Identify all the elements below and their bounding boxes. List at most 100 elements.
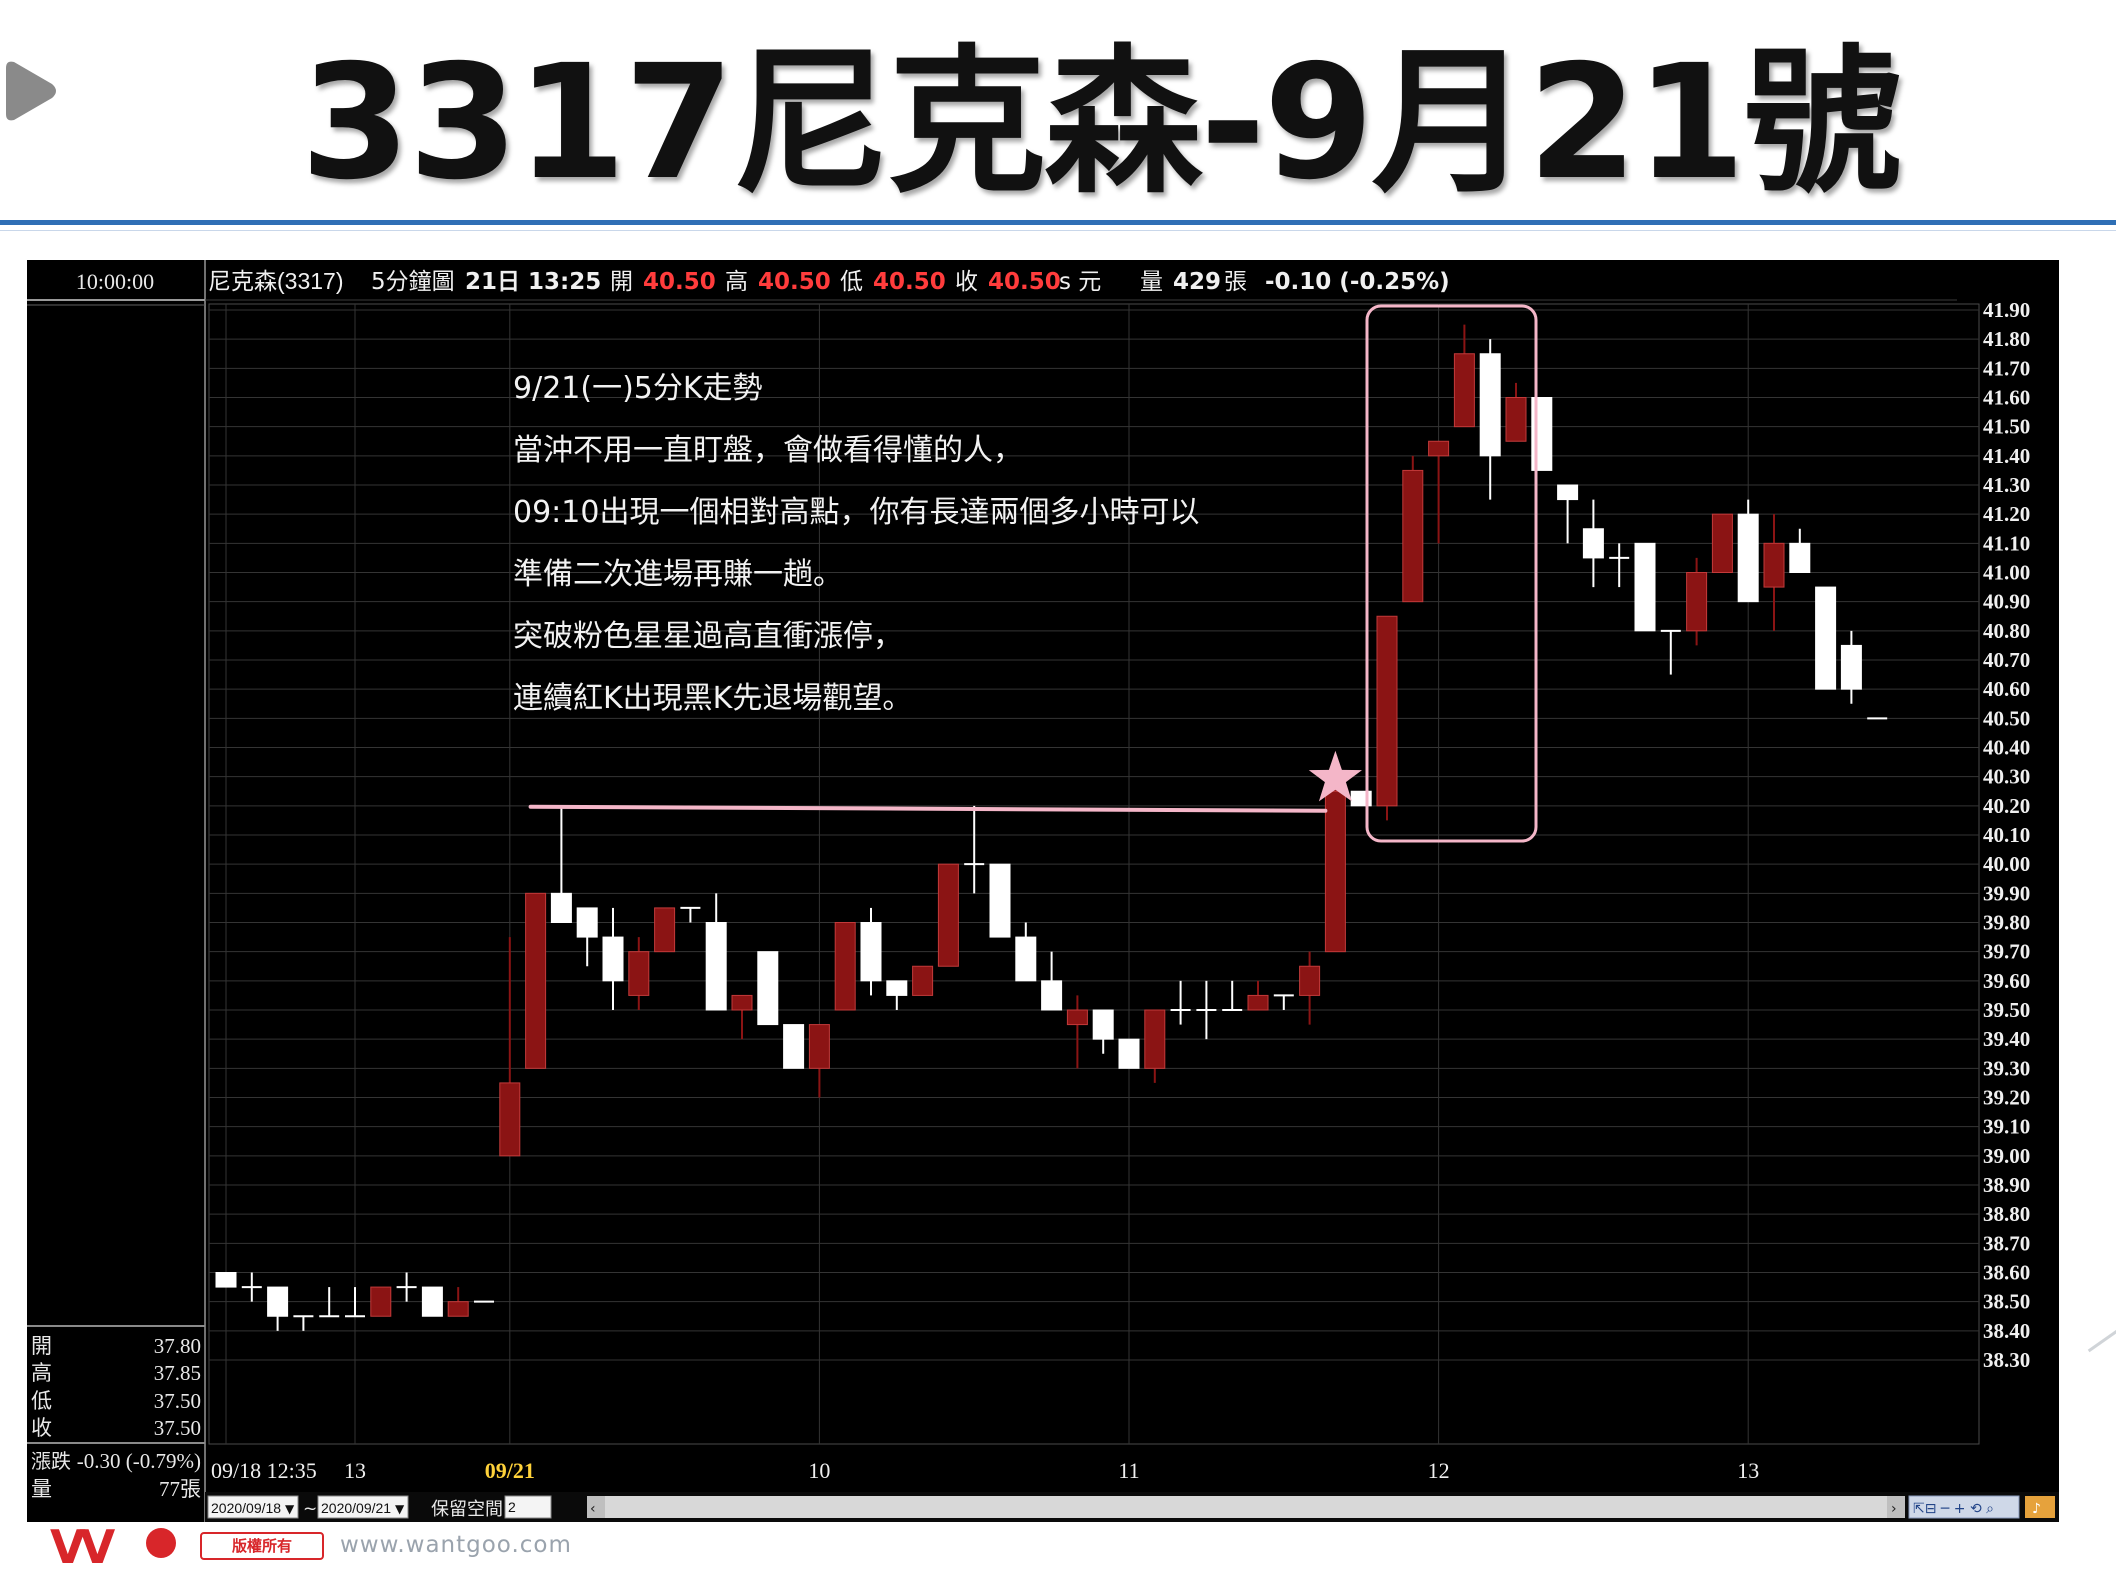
candle: [345, 1287, 365, 1318]
clock-readout: 10:00:00: [76, 269, 154, 294]
y-tick-label: 38.50: [1983, 1290, 2030, 1314]
candle: [602, 907, 624, 1010]
horizontal-scrollbar[interactable]: [587, 1496, 1905, 1518]
info-volume-label: 量: [1140, 269, 1163, 295]
candle: [757, 951, 779, 1026]
x-tick-label: 10: [808, 1458, 830, 1483]
candle: [1789, 528, 1811, 574]
candle: [886, 980, 908, 1010]
scroll-right-button[interactable]: [1887, 1496, 1905, 1518]
candle: [1118, 1038, 1140, 1069]
candle-body: [808, 1024, 830, 1069]
y-tick-label: 38.30: [1983, 1348, 2030, 1372]
candle: [1015, 922, 1037, 982]
candle: [860, 907, 882, 996]
y-tick-label: 39.50: [1983, 998, 2030, 1022]
y-tick-label: 40.80: [1983, 619, 2030, 643]
candle: [964, 805, 985, 894]
candle-body: [1840, 644, 1862, 690]
plot-area-frame: [208, 303, 1980, 1445]
date-from-select[interactable]: [207, 1495, 299, 1519]
candle: [447, 1287, 469, 1317]
y-tick-label: 39.60: [1983, 969, 2030, 993]
candle: [1840, 630, 1862, 704]
candle-body: [1479, 353, 1501, 457]
x-tick-label: 09/18 12:35: [211, 1458, 317, 1483]
candle: [1299, 951, 1321, 1025]
side-high-label: 高: [31, 1361, 52, 1385]
y-tick-label: 41.70: [1983, 356, 2030, 380]
candle: [1066, 995, 1088, 1069]
candle: [705, 893, 727, 1011]
candle: [1609, 543, 1630, 588]
date-to-select[interactable]: [317, 1495, 409, 1519]
candle-body: [1041, 980, 1063, 1011]
candle: [808, 1024, 830, 1098]
y-tick-label: 40.50: [1983, 706, 2030, 730]
side-close-value: 37.50: [154, 1416, 201, 1440]
candle-body: [550, 892, 572, 923]
candle-body: [267, 1286, 289, 1317]
candle-body: [886, 980, 908, 996]
reserve-space-label: 保留空間: [431, 1499, 503, 1520]
info-stock-name: 尼克森(3317): [208, 268, 343, 294]
annotation-line-3: 09:10出現一個相對高點，你有長達兩個多小時可以: [513, 495, 1199, 530]
side-change-label: 漲跌: [31, 1449, 71, 1473]
candle-body: [912, 965, 934, 996]
x-tick-label: 12: [1428, 1458, 1450, 1483]
candle: [628, 937, 650, 1010]
y-tick-label: 38.90: [1983, 1173, 2030, 1197]
candle: [267, 1286, 289, 1331]
info-open-value: 40.50: [643, 269, 716, 295]
y-tick-label: 41.10: [1983, 531, 2030, 555]
date-to-chevron-icon[interactable]: ▼: [395, 1502, 405, 1516]
candle-body: [1092, 1009, 1114, 1040]
info-close-label: 收: [955, 269, 978, 295]
y-tick-label: 39.10: [1983, 1115, 2030, 1139]
candle-body: [628, 951, 650, 996]
info-volume-value: 429: [1173, 269, 1221, 295]
y-tick-label: 41.20: [1983, 502, 2030, 526]
info-volume-unit: 張: [1224, 269, 1247, 295]
info-time: 21日 13:25: [465, 269, 601, 295]
y-tick-label: 40.00: [1983, 852, 2030, 876]
candle: [654, 907, 676, 953]
info-low-value: 40.50: [873, 269, 946, 295]
candle-body: [447, 1301, 469, 1317]
y-axis: 41.90 41.80 41.70 41.60 41.50 41.40 41.30 41.20…: [1983, 298, 2030, 1372]
side-low-value: 37.50: [154, 1389, 201, 1413]
candle: [783, 1024, 805, 1069]
candle-body: [1066, 1009, 1088, 1026]
candle: [241, 1272, 262, 1302]
y-tick-label: 38.40: [1983, 1319, 2030, 1343]
candle-body: [370, 1286, 392, 1317]
candle: [1324, 776, 1346, 953]
candle: [1376, 615, 1398, 821]
candle: [1247, 980, 1269, 1011]
candle: [1711, 513, 1733, 574]
y-tick-label: 40.20: [1983, 794, 2030, 818]
candle-body: [1144, 1009, 1166, 1069]
y-tick-label: 39.40: [1983, 1027, 2030, 1051]
y-tick-label: 39.90: [1983, 881, 2030, 905]
candle-body: [1711, 513, 1733, 574]
candle-body: [1686, 572, 1708, 632]
info-high-value: 40.50: [758, 269, 831, 295]
scroll-left-button[interactable]: [587, 1496, 605, 1518]
chart-info-header: 尼克森(3317) 5分鐘圖 21日 13:25 開 40.50 高 40.50…: [208, 268, 1450, 295]
alert-button[interactable]: [2025, 1496, 2055, 1518]
date-from-chevron-icon[interactable]: ▼: [285, 1502, 295, 1516]
zoom-tools[interactable]: [1908, 1495, 2020, 1519]
y-tick-label: 41.80: [1983, 327, 2030, 351]
info-unit: s 元: [1059, 269, 1101, 295]
candle: [1170, 980, 1191, 1025]
reserve-space-input[interactable]: [504, 1495, 552, 1519]
candle: [1815, 586, 1837, 690]
star-marker-icon: [1308, 750, 1362, 802]
side-volume-label: 量: [31, 1477, 52, 1501]
candle: [680, 906, 701, 923]
decorative-line: [2087, 1326, 2116, 1353]
candle-body: [654, 907, 676, 953]
candle: [1479, 339, 1501, 500]
candle: [293, 1315, 314, 1331]
